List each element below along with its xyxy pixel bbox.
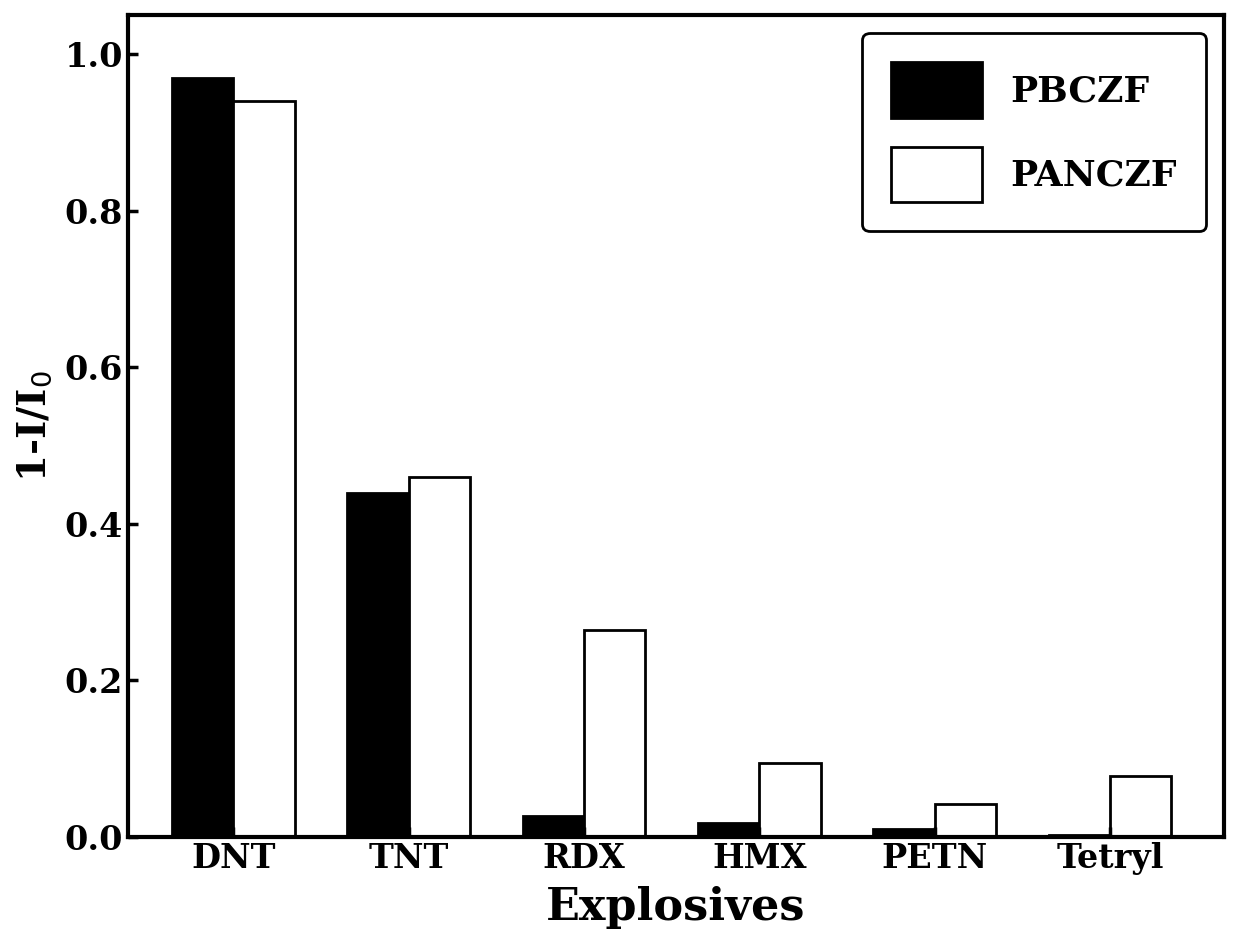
Y-axis label: 1-I/I$_0$: 1-I/I$_0$ — [15, 370, 53, 481]
Bar — [172, 77, 233, 837]
Bar — [934, 804, 996, 837]
Bar — [873, 829, 934, 837]
Legend: PBCZF, PANCZF: PBCZF, PANCZF — [862, 33, 1206, 231]
Bar — [409, 477, 470, 837]
Bar — [584, 630, 646, 837]
Bar — [233, 101, 295, 837]
Bar — [1048, 834, 1110, 837]
Bar — [760, 763, 820, 837]
Bar — [347, 493, 409, 837]
Bar — [698, 823, 760, 837]
Bar — [1110, 776, 1171, 837]
Bar — [523, 816, 584, 837]
X-axis label: Explosives: Explosives — [546, 886, 805, 929]
